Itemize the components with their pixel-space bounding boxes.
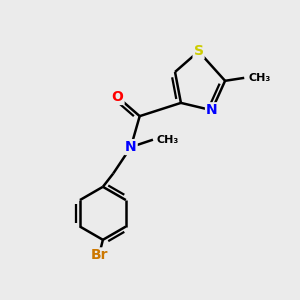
Text: N: N [125, 140, 137, 154]
Text: S: S [194, 44, 204, 58]
Text: O: O [112, 90, 124, 104]
Text: CH₃: CH₃ [249, 73, 271, 83]
Text: Br: Br [91, 248, 109, 262]
Text: CH₃: CH₃ [157, 135, 179, 145]
Text: N: N [206, 103, 218, 117]
